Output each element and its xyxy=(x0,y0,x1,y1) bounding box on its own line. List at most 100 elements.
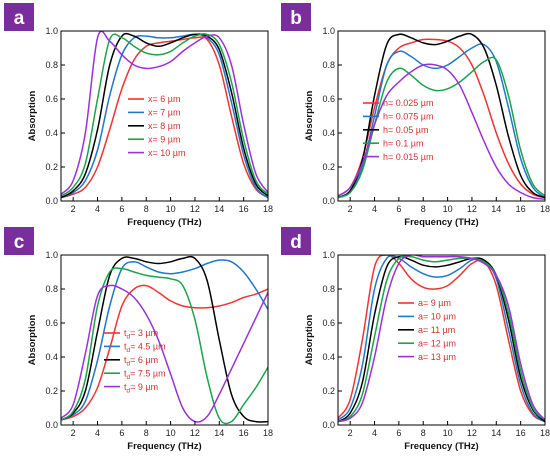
series-line-3 xyxy=(61,32,268,199)
panel-badge-label: c xyxy=(14,232,25,253)
plot-frame xyxy=(60,254,269,426)
x-tick-label: 10 xyxy=(443,428,453,438)
legend-entry: h= 0.05 µm xyxy=(383,125,428,135)
x-tick-label: 6 xyxy=(119,428,124,438)
panel-badge xyxy=(281,227,311,255)
x-tick-label: 12 xyxy=(467,428,477,438)
legend-entry: td= 4.5 µm xyxy=(124,342,166,355)
legend-entry: x= 7 µm xyxy=(148,108,180,118)
x-tick-label: 16 xyxy=(239,428,249,438)
legend-entry: a= 13 µm xyxy=(418,352,456,362)
panel-a: a 2 4 6 8 10 12 14 16 18 0.0 0.2 0.4 0.6 0.8 1.0 Frequen… xyxy=(4,3,273,228)
legend-entry: h= 0.015 µm xyxy=(383,152,433,162)
y-tick-label: 0.6 xyxy=(45,318,58,328)
y-tick-label: 0.2 xyxy=(45,162,58,172)
y-tick-label: 0.4 xyxy=(45,128,58,138)
y-axis-label: Absorption xyxy=(304,314,315,365)
x-tick-label: 2 xyxy=(71,204,76,214)
legend-entry: td= 7.5 µm xyxy=(124,368,166,381)
x-tick-label: 4 xyxy=(372,204,377,214)
x-tick-label: 10 xyxy=(443,204,453,214)
y-tick-label: 0.0 xyxy=(45,420,58,430)
x-tick-label: 14 xyxy=(214,428,224,438)
y-axis-label: Absorption xyxy=(27,314,38,365)
legend-entry: x= 6 µm xyxy=(148,94,180,104)
panel-d: d 2 4 6 8 10 12 14 16 18 0.0 0.2 0.4 0.6 0.8 1.0 Frequen… xyxy=(281,227,550,452)
x-axis-label: Frequency (THz) xyxy=(127,217,201,228)
x-tick-label: 10 xyxy=(166,204,176,214)
legend-entry: x= 10 µm xyxy=(148,148,185,158)
y-tick-label: 0.0 xyxy=(322,420,335,430)
y-tick-label: 0.6 xyxy=(322,94,335,104)
x-tick-label: 14 xyxy=(214,204,224,214)
x-tick-label: 8 xyxy=(144,428,149,438)
legend-entry: h= 0.1 µm xyxy=(383,138,423,148)
x-tick-label: 6 xyxy=(119,204,124,214)
series-line-1 xyxy=(61,36,268,199)
series-line-5 xyxy=(338,63,545,201)
panel-badge xyxy=(281,3,311,31)
y-tick-label: 0.8 xyxy=(45,60,58,70)
x-tick-label: 2 xyxy=(71,428,76,438)
legend-entry: x= 9 µm xyxy=(148,134,180,144)
x-tick-label: 8 xyxy=(421,204,426,214)
x-tick-label: 16 xyxy=(516,428,526,438)
legend-entry: a= 12 µm xyxy=(418,338,456,348)
legend-entry: a= 10 µm xyxy=(418,312,456,322)
y-tick-label: 0.4 xyxy=(322,352,335,362)
x-tick-label: 8 xyxy=(144,204,149,214)
x-tick-label: 12 xyxy=(467,204,477,214)
y-tick-label: 0.6 xyxy=(45,94,58,104)
y-tick-label: 1.0 xyxy=(45,250,58,260)
series-line-5 xyxy=(61,31,268,195)
y-tick-label: 0.2 xyxy=(322,162,335,172)
legend-entry: a= 11 µm xyxy=(418,325,455,335)
y-tick-label: 0.4 xyxy=(322,128,335,138)
series-line-2 xyxy=(338,255,545,423)
x-tick-label: 4 xyxy=(372,428,377,438)
legend-entry: td= 6 µm xyxy=(124,355,158,368)
plot-frame xyxy=(337,30,546,202)
series-line-2 xyxy=(61,259,268,421)
y-tick-label: 0.2 xyxy=(322,386,335,396)
panel-c: c 2 4 6 8 10 12 14 16 18 0.0 0.2 0.4 0.6 0.8 1.0 Frequen… xyxy=(4,227,273,452)
x-tick-label: 2 xyxy=(348,428,353,438)
series-line-3 xyxy=(61,255,268,423)
x-tick-label: 2 xyxy=(348,204,353,214)
series-line-1 xyxy=(61,284,268,421)
y-tick-label: 1.0 xyxy=(322,26,335,36)
x-tick-label: 14 xyxy=(491,204,501,214)
x-tick-label: 10 xyxy=(166,428,176,438)
series-line-5 xyxy=(338,255,545,423)
series-line-3 xyxy=(338,255,545,423)
y-tick-label: 0.8 xyxy=(45,284,58,294)
x-tick-label: 16 xyxy=(516,204,526,214)
legend-entry: h= 0.075 µm xyxy=(383,112,433,122)
y-tick-label: 1.0 xyxy=(322,250,335,260)
panel-b: b 2 4 6 8 10 12 14 16 18 0.0 0.2 0.4 0.6 0.8 1.0 Frequen… xyxy=(281,3,550,228)
x-axis-label: Frequency (THz) xyxy=(404,441,478,452)
panel-badge-label: a xyxy=(14,8,25,29)
y-tick-label: 0.0 xyxy=(322,196,335,206)
y-tick-label: 1.0 xyxy=(45,26,58,36)
x-tick-label: 16 xyxy=(239,204,249,214)
x-tick-label: 18 xyxy=(540,428,550,438)
x-axis-label: Frequency (THz) xyxy=(127,441,201,452)
plot-frame xyxy=(60,30,269,202)
x-tick-label: 18 xyxy=(540,204,550,214)
series-line-4 xyxy=(338,255,545,423)
x-tick-label: 12 xyxy=(190,204,200,214)
legend-entry: x= 8 µm xyxy=(148,121,180,131)
legend-entry: a= 9 µm xyxy=(418,298,451,308)
x-tick-label: 4 xyxy=(95,204,100,214)
series-line-1 xyxy=(338,255,545,423)
x-tick-label: 8 xyxy=(421,428,426,438)
y-axis-label: Absorption xyxy=(304,90,315,141)
y-tick-label: 0.0 xyxy=(45,196,58,206)
series-line-2 xyxy=(61,33,268,199)
series-line-1 xyxy=(338,38,545,199)
panel-badge xyxy=(4,227,34,255)
x-tick-label: 6 xyxy=(396,204,401,214)
x-tick-label: 4 xyxy=(95,428,100,438)
y-tick-label: 0.6 xyxy=(322,318,335,328)
